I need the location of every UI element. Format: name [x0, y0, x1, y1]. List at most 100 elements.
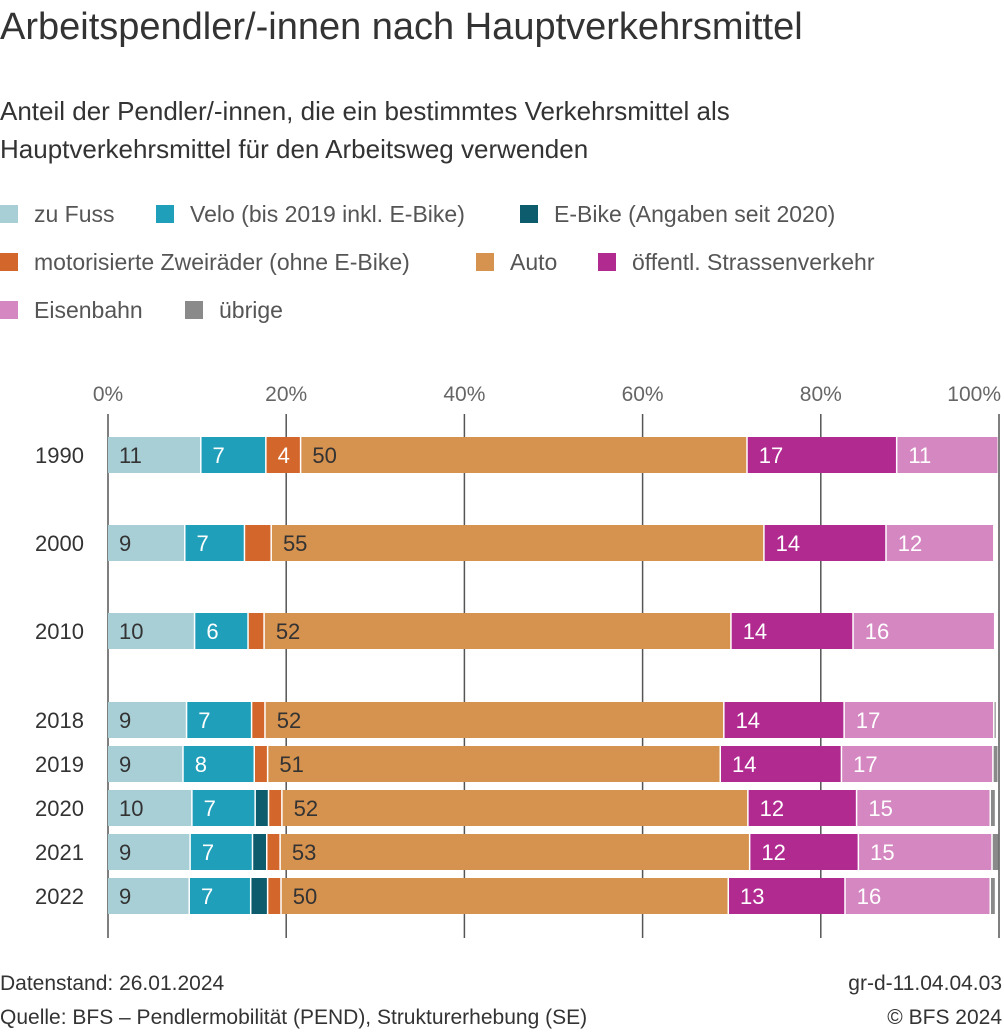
legend-label: Auto	[510, 248, 558, 275]
stacked-bar-chart: 0% 20% 40% 60% 80% 100% 1990 11 7 4 50 17 11 2000 9 7 55…	[35, 383, 1001, 938]
legend-item-auto[interactable]: Auto	[476, 246, 557, 278]
bar-segment[interactable]	[266, 437, 300, 473]
data-label: 7	[213, 443, 225, 468]
bar-segment[interactable]	[255, 790, 268, 826]
legend-swatch	[156, 205, 174, 223]
bar-segment[interactable]	[721, 746, 841, 782]
legend-label: E-Bike (Angaben seit 2020)	[554, 200, 836, 227]
bar-segment[interactable]	[190, 834, 252, 870]
x-tick-label: 0%	[93, 383, 123, 406]
bar-segment[interactable]	[748, 790, 856, 826]
data-label: 53	[292, 840, 316, 865]
data-label: 52	[277, 708, 301, 733]
x-tick-label: 20%	[265, 383, 307, 406]
bar-segment[interactable]	[886, 525, 994, 561]
bar-segment[interactable]	[282, 790, 748, 826]
bar-segment[interactable]	[268, 878, 281, 914]
bar-segment[interactable]	[108, 437, 201, 473]
data-label: 15	[868, 796, 892, 821]
data-label: 50	[312, 443, 336, 468]
bar-segment[interactable]	[993, 746, 998, 782]
bar-segment[interactable]	[108, 525, 185, 561]
bar-segment[interactable]	[764, 525, 886, 561]
bar-segment[interactable]	[747, 437, 896, 473]
legend-swatch	[0, 253, 18, 271]
legend-item-zu-fuss[interactable]: zu Fuss	[0, 198, 115, 230]
bar-segment[interactable]	[301, 437, 747, 473]
data-label: 10	[119, 619, 143, 644]
legend-item-e-bike[interactable]: E-Bike (Angaben seit 2020)	[520, 198, 835, 230]
legend-label: öffentl. Strassenverkehr	[632, 248, 875, 275]
bar-segment[interactable]	[264, 613, 731, 649]
bar-segment[interactable]	[859, 834, 992, 870]
legend-item-oeffentl-strassenverkehr[interactable]: öffentl. Strassenverkehr	[598, 246, 874, 278]
bar-segment[interactable]	[281, 878, 728, 914]
bar-segment[interactable]	[750, 834, 858, 870]
bar-segment[interactable]	[183, 746, 254, 782]
bar-segment[interactable]	[265, 702, 724, 738]
bar-segment[interactable]	[108, 878, 189, 914]
legend-item-eisenbahn[interactable]: Eisenbahn	[0, 294, 143, 326]
bar-segment[interactable]	[187, 702, 251, 738]
bar-segment[interactable]	[724, 702, 844, 738]
bar-segment[interactable]	[280, 834, 749, 870]
legend-swatch	[0, 205, 18, 223]
bar-segment[interactable]	[185, 525, 244, 561]
data-label: 12	[760, 796, 784, 821]
bar-segment[interactable]	[853, 613, 994, 649]
bar-segment[interactable]	[201, 437, 266, 473]
legend-item-motorisierte-zweiraeder[interactable]: motorisierte Zweiräder (ohne E-Bike)	[0, 246, 410, 278]
footer-copyright: © BFS 2024	[887, 1006, 1002, 1029]
y-category-label: 2019	[35, 752, 84, 777]
data-label: 11	[908, 443, 931, 468]
bar-segment[interactable]	[269, 790, 282, 826]
legend-item-velo[interactable]: Velo (bis 2019 inkl. E-Bike)	[156, 198, 465, 230]
bar-segment[interactable]	[251, 878, 267, 914]
data-label: 16	[865, 619, 889, 644]
legend-swatch	[185, 301, 203, 319]
data-label: 52	[294, 796, 318, 821]
bar-segment[interactable]	[192, 790, 255, 826]
bar-segment[interactable]	[267, 834, 280, 870]
data-label: 17	[759, 443, 783, 468]
bar-segment[interactable]	[990, 790, 995, 826]
bar-segment[interactable]	[729, 878, 845, 914]
bar-segment[interactable]	[255, 746, 267, 782]
bar-segment[interactable]	[268, 746, 720, 782]
y-category-label: 2010	[35, 619, 84, 644]
legend-label: zu Fuss	[34, 200, 115, 227]
legend-item-uebrige[interactable]: übrige	[185, 294, 283, 326]
data-label: 55	[283, 531, 307, 556]
bar-segment[interactable]	[994, 702, 996, 738]
data-label: 7	[198, 708, 210, 733]
bar-segment[interactable]	[857, 790, 990, 826]
bar-segment[interactable]	[108, 790, 192, 826]
legend: zu Fuss Velo (bis 2019 inkl. E-Bike) E-B…	[0, 198, 1000, 342]
legend-row: Eisenbahn übrige	[0, 294, 1000, 342]
legend-swatch	[0, 301, 18, 319]
legend-swatch	[520, 205, 538, 223]
bar-segment[interactable]	[195, 613, 248, 649]
bar-segment[interactable]	[253, 834, 266, 870]
bar-segment[interactable]	[844, 702, 994, 738]
bar-segment[interactable]	[189, 878, 250, 914]
bar-segment[interactable]	[245, 525, 271, 561]
bar-segment[interactable]	[731, 613, 853, 649]
bar-segment[interactable]	[108, 702, 186, 738]
footer-datenstand: Datenstand: 26.01.2024	[0, 972, 225, 995]
bar-segment[interactable]	[252, 702, 265, 738]
bar-segment[interactable]	[845, 878, 990, 914]
data-label: 9	[119, 884, 131, 909]
bar-segment[interactable]	[897, 437, 998, 473]
bar-segment[interactable]	[248, 613, 264, 649]
bar-segment[interactable]	[108, 613, 194, 649]
legend-label: motorisierte Zweiräder (ohne E-Bike)	[34, 248, 410, 275]
y-category-label: 2000	[35, 531, 84, 556]
bar-segment[interactable]	[108, 746, 183, 782]
bar-segment[interactable]	[990, 878, 995, 914]
data-label: 14	[743, 619, 767, 644]
bar-segment[interactable]	[992, 834, 999, 870]
bar-segment[interactable]	[842, 746, 993, 782]
bar-segment[interactable]	[108, 834, 190, 870]
bar-segment[interactable]	[271, 525, 764, 561]
